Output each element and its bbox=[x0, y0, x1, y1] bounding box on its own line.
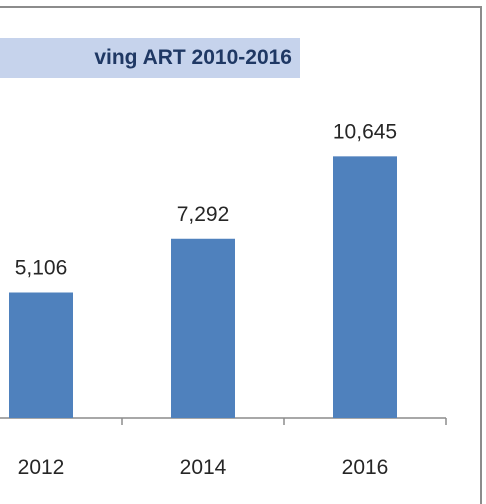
bar-2016 bbox=[333, 156, 397, 418]
bar-2014 bbox=[171, 239, 235, 418]
x-tick-label-2016: 2016 bbox=[342, 456, 389, 479]
data-label-2014: 7,292 bbox=[177, 203, 230, 226]
data-label-2016: 10,645 bbox=[333, 120, 397, 143]
data-label-2012: 5,106 bbox=[15, 256, 68, 279]
x-tick-label-2012: 2012 bbox=[18, 456, 65, 479]
bar-2012 bbox=[9, 292, 73, 418]
x-tick-label-2014: 2014 bbox=[180, 456, 227, 479]
